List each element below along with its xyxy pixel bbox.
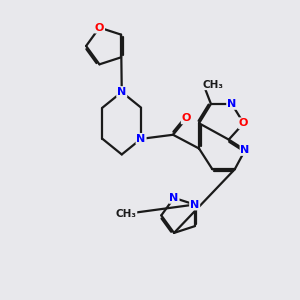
Text: N: N <box>117 87 126 97</box>
Text: O: O <box>95 22 104 33</box>
Text: O: O <box>182 113 191 123</box>
Text: CH₃: CH₃ <box>202 80 223 90</box>
Text: N: N <box>190 200 199 210</box>
Text: N: N <box>227 99 236 109</box>
Text: N: N <box>241 145 250 155</box>
Text: CH₃: CH₃ <box>116 209 137 219</box>
Text: N: N <box>136 134 146 144</box>
Text: N: N <box>169 193 179 203</box>
Text: O: O <box>239 118 248 128</box>
